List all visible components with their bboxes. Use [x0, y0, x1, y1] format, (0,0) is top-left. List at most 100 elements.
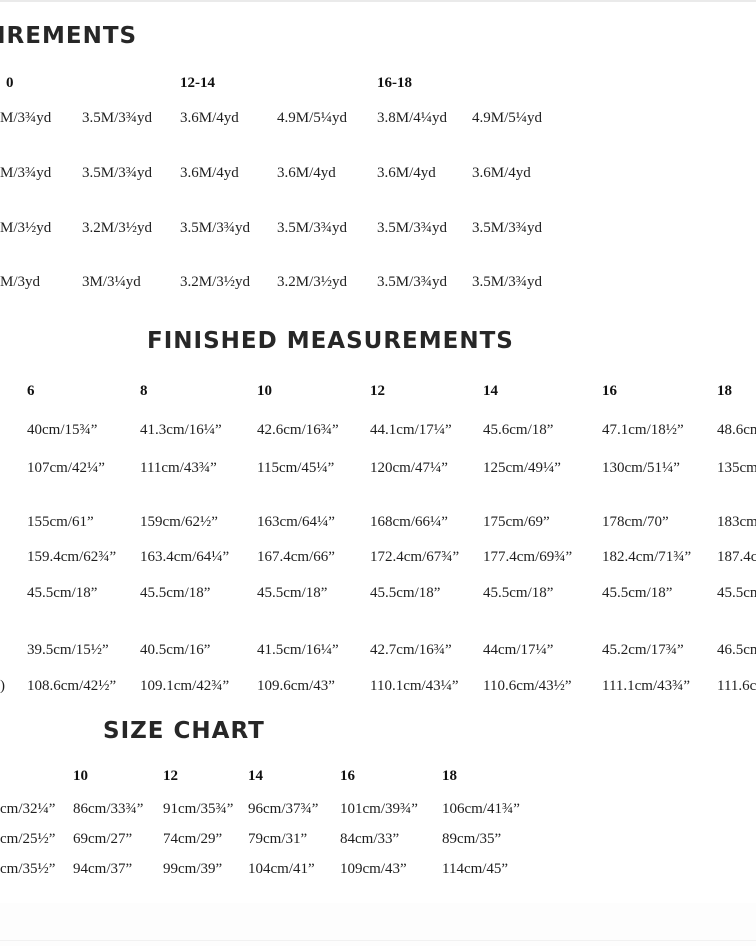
- fabric-cell: 3.5M/3¾yd: [180, 220, 251, 236]
- fabric-size-range-header: 12-14: [180, 75, 215, 91]
- fabric-cell: 3.5M/3¾yd: [472, 274, 543, 290]
- fabric-cell: 3.6M/4yd: [180, 110, 239, 126]
- size-cell: 96cm/37¾”: [248, 801, 319, 817]
- size-column-header: 8: [140, 383, 148, 399]
- size-cell: 89cm/35”: [442, 831, 502, 847]
- measurement-cell: 110.6cm/43½”: [483, 678, 572, 694]
- measurement-cell: 45.5cm/18”: [257, 585, 328, 601]
- fabric-cell: 3.5M/3¾yd: [277, 220, 348, 236]
- measurement-cell: 44cm/17¼”: [483, 642, 554, 658]
- fabric-cell: 3.8M/4¼yd: [377, 110, 448, 126]
- fabric-cell: 3.6M/4yd: [277, 165, 336, 181]
- measurement-cell: 45.5cm/18”: [602, 585, 673, 601]
- size-column-header: 16: [602, 383, 617, 399]
- measurement-cell: 42.6cm/16¾”: [257, 422, 339, 438]
- size-cell: 74cm/29”: [163, 831, 223, 847]
- size-cell: 84cm/33”: [340, 831, 400, 847]
- size-cell: 91cm/35¾”: [163, 801, 234, 817]
- fabric-size-range-header: 16-18: [377, 75, 412, 91]
- measurement-cell: 44.1cm/17¼”: [370, 422, 452, 438]
- footer-band: [0, 903, 756, 946]
- fabric-cell: 4.9M/5¼yd: [472, 110, 543, 126]
- measurement-cell: 130cm/51¼”: [602, 460, 680, 476]
- fabric-cell: 3.6M/4yd: [472, 165, 531, 181]
- measurement-cell: 40.5cm/16”: [140, 642, 211, 658]
- measurement-cell: 155cm/61”: [27, 514, 94, 530]
- fabric-cell: 3.5M/3¾yd: [82, 165, 153, 181]
- measurement-cell: 178cm/70”: [602, 514, 669, 530]
- fabric-cell: M/3¾yd: [0, 110, 52, 126]
- fabric-cell: 3.6M/4yd: [377, 165, 436, 181]
- finished-measurements-heading: FINISHED MEASUREMENTS: [147, 328, 514, 354]
- size-cell: 104cm/41”: [248, 861, 315, 877]
- measurement-cell: 40cm/15¾”: [27, 422, 98, 438]
- measurement-cell: 187.4cm: [717, 549, 756, 565]
- measurement-cell: 135cm: [717, 460, 756, 476]
- measurement-cell: 41.5cm/16¼”: [257, 642, 339, 658]
- measurement-cell: 45.6cm/18”: [483, 422, 554, 438]
- size-column-header: 14: [483, 383, 498, 399]
- measurement-cell: 159.4cm/62¾”: [27, 549, 117, 565]
- measurement-cell: 163cm/64¼”: [257, 514, 335, 530]
- measurement-cell: 45.5cm: [717, 585, 756, 601]
- fabric-requirements-heading: IREMENTS: [0, 23, 138, 49]
- fabric-cell: 3.5M/3¾yd: [472, 220, 543, 236]
- size-cell: 94cm/37”: [73, 861, 133, 877]
- fabric-cell: 3.2M/3½yd: [82, 220, 153, 236]
- size-cell: 114cm/45”: [442, 861, 509, 877]
- size-column-header: 18: [717, 383, 732, 399]
- fabric-size-range-header: 0: [6, 75, 14, 91]
- measurement-cell: 109.6cm/43”: [257, 678, 335, 694]
- measurement-cell: 107cm/42¼”: [27, 460, 105, 476]
- measurement-cell: 42.7cm/16¾”: [370, 642, 452, 658]
- measurement-cell: 47.1cm/18½”: [602, 422, 684, 438]
- size-cell: 109cm/43”: [340, 861, 407, 877]
- measurement-cell: 111.6cm: [717, 678, 756, 694]
- measurement-cell: 108.6cm/42½”: [27, 678, 117, 694]
- top-border: [0, 0, 756, 2]
- bottom-border: [0, 940, 756, 941]
- fabric-cell: 4.9M/5¼yd: [277, 110, 348, 126]
- measurement-cell: 45.5cm/18”: [140, 585, 211, 601]
- measurement-cell: 183cm: [717, 514, 756, 530]
- measurement-cell: 111cm/43¾”: [140, 460, 217, 476]
- size-column-header: 16: [340, 768, 355, 784]
- measurement-cell: 45.5cm/18”: [370, 585, 441, 601]
- measurement-cell: 182.4cm/71¾”: [602, 549, 692, 565]
- measurement-cell: 125cm/49¼”: [483, 460, 561, 476]
- size-column-header: 10: [73, 768, 88, 784]
- measurement-cell: 177.4cm/69¾”: [483, 549, 573, 565]
- size-cell: 106cm/41¾”: [442, 801, 520, 817]
- measurement-cell: 159cm/62½”: [140, 514, 218, 530]
- fabric-cell: 3.2M/3½yd: [180, 274, 251, 290]
- measurement-cell: 175cm/69”: [483, 514, 550, 530]
- size-column-header: 14: [248, 768, 263, 784]
- fabric-cell: 3.6M/4yd: [180, 165, 239, 181]
- measurement-cell: 48.6cm: [717, 422, 756, 438]
- measurement-cell: 115cm/45¼”: [257, 460, 335, 476]
- row-label-fragment: ): [0, 678, 5, 694]
- measurement-cell: 172.4cm/67¾”: [370, 549, 460, 565]
- measurement-cell: 111.1cm/43¾”: [602, 678, 691, 694]
- fabric-cell: M/3yd: [0, 274, 41, 290]
- size-cell: 86cm/33¾”: [73, 801, 144, 817]
- size-cell: cm/35½”: [0, 861, 56, 877]
- measurement-cell: 168cm/66¼”: [370, 514, 448, 530]
- measurement-cell: 45.5cm/18”: [27, 585, 98, 601]
- size-column-header: 12: [370, 383, 385, 399]
- fabric-cell: 3.2M/3½yd: [277, 274, 348, 290]
- fabric-cell: 3M/3¼yd: [82, 274, 141, 290]
- fabric-cell: 3.5M/3¾yd: [377, 220, 448, 236]
- size-column-header: 12: [163, 768, 178, 784]
- size-column-header: 6: [27, 383, 35, 399]
- measurement-cell: 167.4cm/66”: [257, 549, 335, 565]
- size-cell: cm/32¼”: [0, 801, 56, 817]
- size-column-header: 18: [442, 768, 457, 784]
- measurement-cell: 45.5cm/18”: [483, 585, 554, 601]
- fabric-cell: M/3½yd: [0, 220, 52, 236]
- measurement-cell: 39.5cm/15½”: [27, 642, 109, 658]
- fabric-cell: M/3¾yd: [0, 165, 52, 181]
- measurement-cell: 120cm/47¼”: [370, 460, 448, 476]
- measurement-cell: 110.1cm/43¼”: [370, 678, 459, 694]
